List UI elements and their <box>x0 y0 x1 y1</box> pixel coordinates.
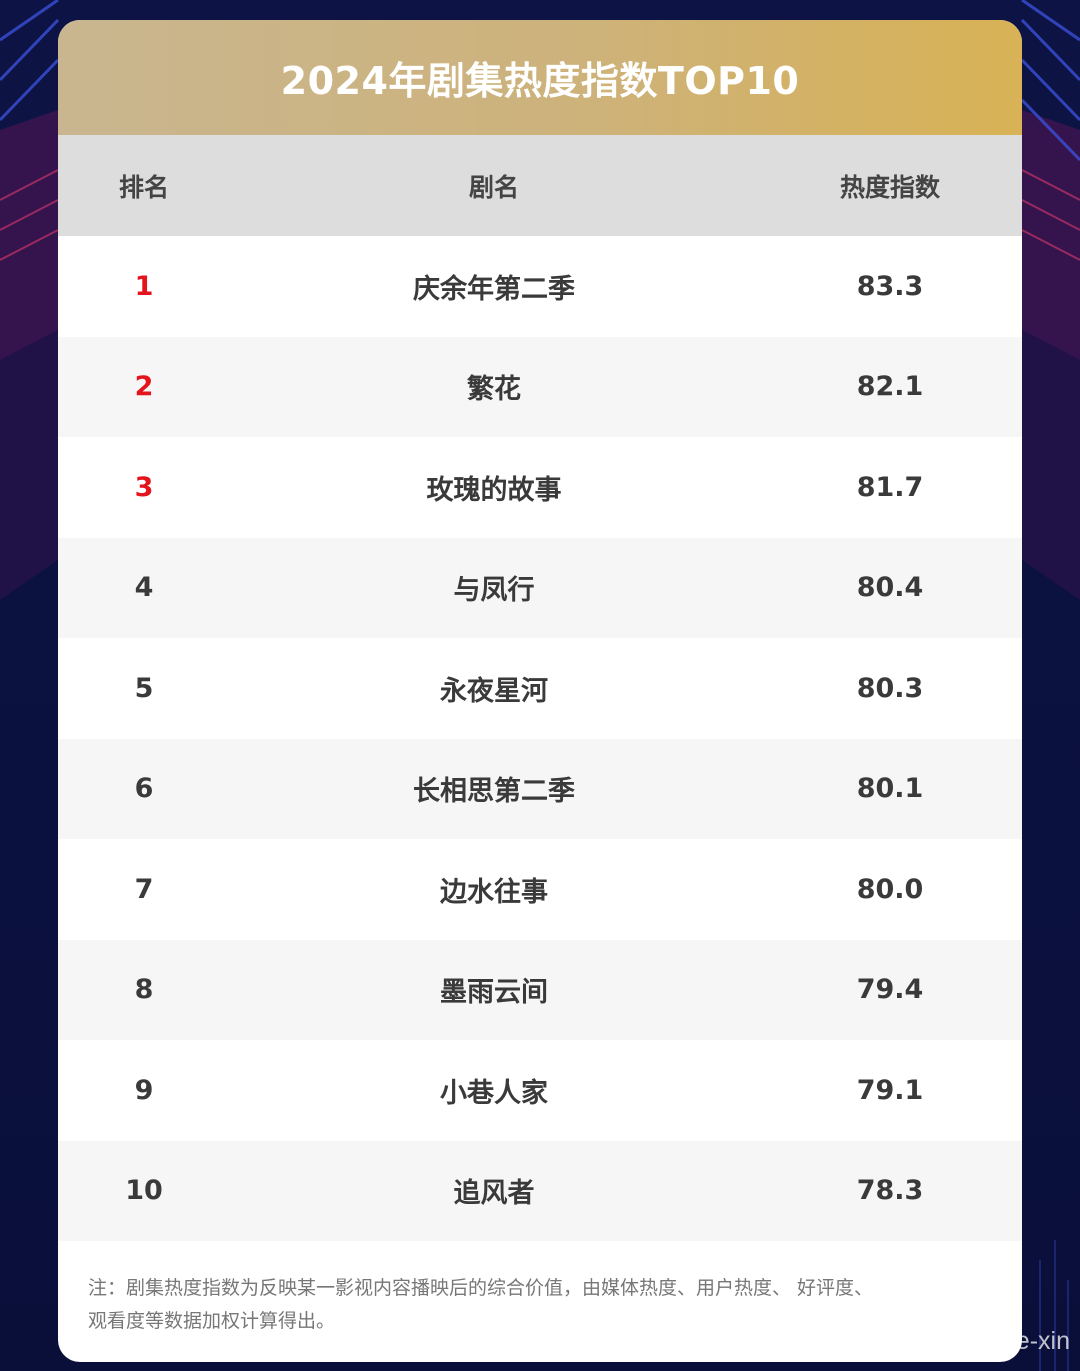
drama-name-cell: 小巷人家 <box>440 1077 548 1109</box>
drama-name-cell: 追风者 <box>453 1178 535 1210</box>
drama-name-cell: 长相思第二季 <box>413 776 575 808</box>
table-row: 2 繁花 82.1 <box>58 336 1022 437</box>
score-cell: 80.4 <box>856 572 924 604</box>
rank-cell: 2 <box>134 371 154 403</box>
score-cell: 80.3 <box>856 672 924 704</box>
score-cell: 79.4 <box>856 974 924 1006</box>
rank-cell: 10 <box>125 1175 163 1207</box>
score-cell: 81.7 <box>856 471 924 503</box>
table-row: 6 长相思第二季 80.1 <box>58 738 1022 839</box>
table-row: 10 追风者 78.3 <box>58 1140 1022 1241</box>
watermark: @Pomegranate-xin <box>810 1325 1070 1357</box>
ranking-card: 2024年剧集热度指数TOP10 排名 剧名 热度指数 1 庆余年第二季 83.3 2… <box>58 20 1022 1362</box>
header-score: 热度指数 <box>839 172 940 202</box>
table-row: 3 玫瑰的故事 81.7 <box>58 437 1022 538</box>
score-cell: 82.1 <box>856 371 924 403</box>
table-row: 1 庆余年第二季 83.3 <box>58 236 1022 337</box>
score-cell: 78.3 <box>856 1175 924 1207</box>
rank-cell: 3 <box>134 471 154 503</box>
table-row: 9 小巷人家 79.1 <box>58 1040 1022 1141</box>
footnote: 注：剧集热度指数为反映某一影视内容播映后的综合价值，由媒体热度、用户热度、 好评… <box>88 1272 988 1338</box>
title-bar: 2024年剧集热度指数TOP10 <box>58 20 1022 135</box>
drama-name-cell: 庆余年第二季 <box>413 273 575 305</box>
score-cell: 83.3 <box>856 270 924 302</box>
score-cell: 79.1 <box>856 1074 924 1106</box>
weibo-icon <box>812 1329 847 1356</box>
drama-name-cell: 墨雨云间 <box>440 977 548 1009</box>
score-cell: 80.1 <box>856 773 924 805</box>
table-row: 8 墨雨云间 79.4 <box>58 939 1022 1040</box>
table-header: 排名 剧名 热度指数 <box>58 135 1022 236</box>
drama-name-cell: 边水往事 <box>440 876 548 908</box>
drama-name-cell: 与凤行 <box>453 575 535 607</box>
rank-cell: 9 <box>134 1074 154 1106</box>
rank-cell: 4 <box>134 572 154 604</box>
table-row: 4 与凤行 80.4 <box>58 537 1022 638</box>
footnote-line-1: 注：剧集热度指数为反映某一影视内容播映后的综合价值，由媒体热度、用户热度、 好评… <box>88 1277 874 1299</box>
rank-cell: 7 <box>134 873 154 905</box>
rank-cell: 8 <box>134 974 154 1006</box>
watermark-text: @Pomegranate-xin <box>854 1326 1070 1355</box>
drama-name-cell: 永夜星河 <box>440 675 548 707</box>
rank-cell: 5 <box>134 672 154 704</box>
rank-cell: 6 <box>134 773 154 805</box>
header-rank: 排名 <box>118 172 169 202</box>
table-row: 7 边水往事 80.0 <box>58 839 1022 940</box>
rank-cell: 1 <box>134 270 154 302</box>
table-row: 5 永夜星河 80.3 <box>58 638 1022 739</box>
drama-name-cell: 玫瑰的故事 <box>426 474 562 506</box>
header-name: 剧名 <box>468 172 519 202</box>
footnote-line-2: 观看度等数据加权计算得出。 <box>88 1310 336 1332</box>
score-cell: 80.0 <box>856 873 924 905</box>
drama-name-cell: 繁花 <box>467 374 521 406</box>
chart-title: 2024年剧集热度指数TOP10 <box>280 59 800 103</box>
